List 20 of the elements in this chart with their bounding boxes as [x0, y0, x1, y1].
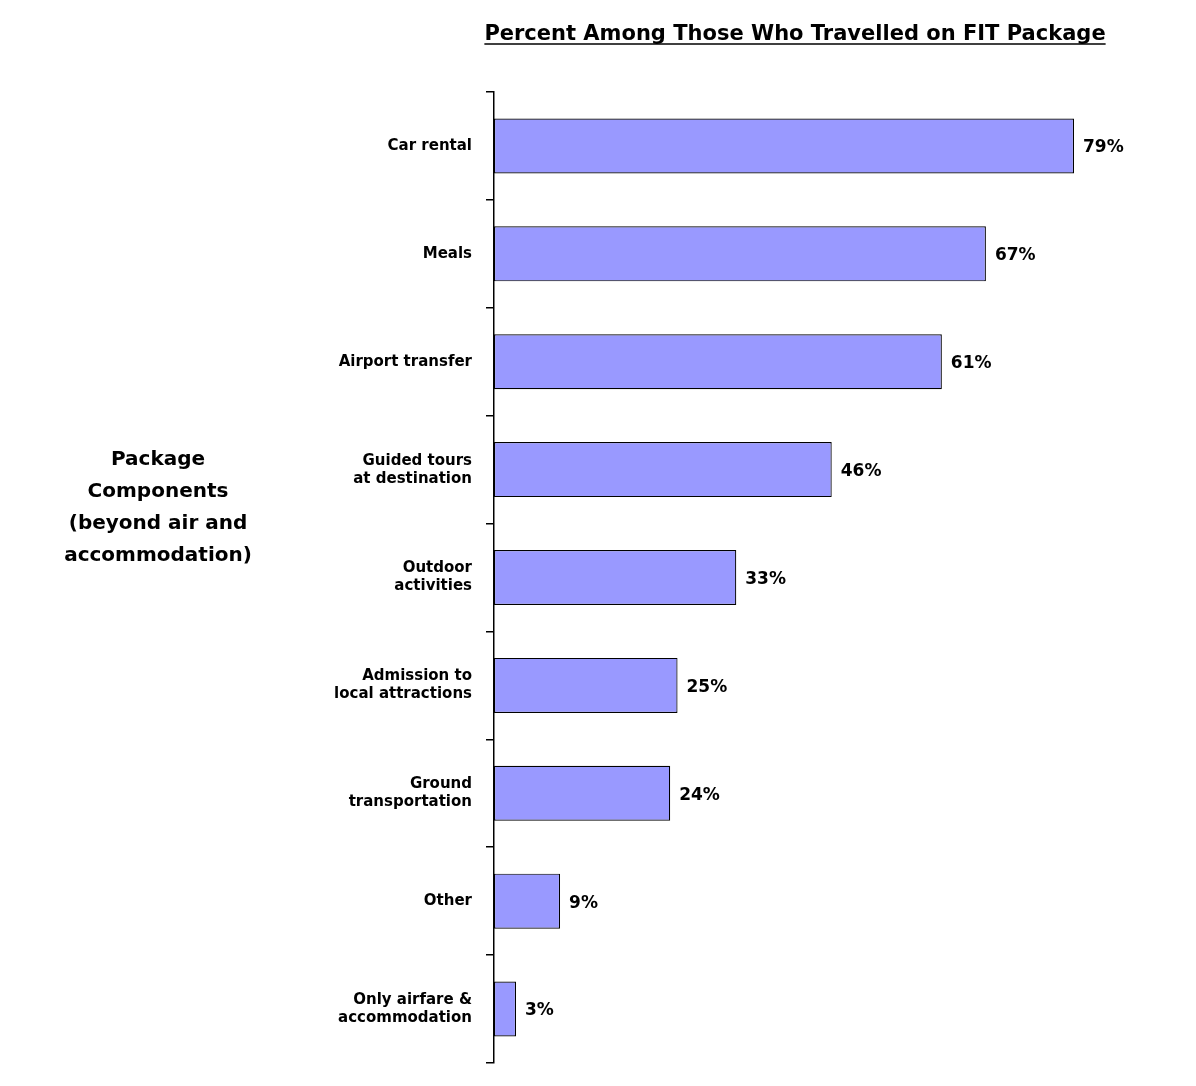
y-tick-label: Outdoor activities — [394, 558, 473, 595]
chart-title: Percent Among Those Who Travelled on FIT Package — [484, 21, 1106, 45]
y-tick-label: Ground transportation — [348, 774, 472, 811]
data-label: 9% — [569, 891, 598, 912]
y-tick-label: Car rental — [387, 135, 472, 154]
y-tick-label: Only airfare & accommodation — [338, 989, 472, 1026]
data-label: 67% — [994, 244, 1036, 265]
data-label: 24% — [679, 783, 720, 804]
data-label: 79% — [1083, 136, 1124, 157]
data-label: 25% — [686, 675, 728, 696]
data-label: 33% — [745, 567, 786, 588]
y-tick-label: Other — [423, 891, 473, 910]
y-axis-title: Package Components (beyond air and accommodation) — [64, 446, 252, 567]
data-label: 3% — [525, 999, 554, 1020]
y-tick-label: Meals — [422, 243, 473, 262]
y-tick-label: Guided tours at destination — [353, 450, 473, 487]
y-tick-label: Admission to local attractions — [334, 666, 473, 703]
y-tick-label: Airport transfer — [338, 351, 473, 370]
data-label: 46% — [840, 460, 882, 481]
data-label: 61% — [950, 352, 992, 373]
